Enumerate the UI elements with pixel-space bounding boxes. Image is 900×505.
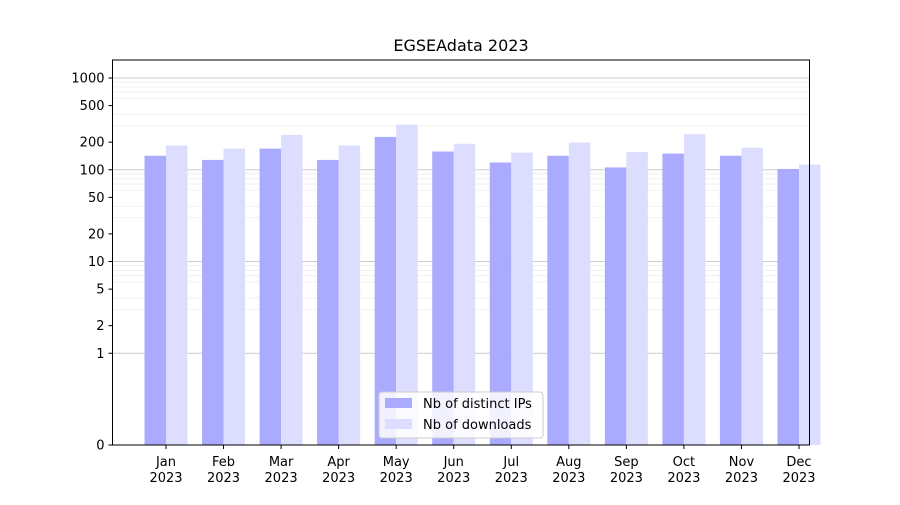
x-tick-month: May	[383, 455, 410, 470]
x-tick-label: Jan 2023	[149, 455, 182, 486]
y-tick-label: 2	[96, 319, 104, 334]
bar-distinct-ips	[547, 155, 569, 446]
x-tick-label: Nov 2023	[725, 455, 758, 486]
y-axis: 0 1 2 5 10 20 50 100 200 500 1000	[71, 72, 113, 454]
bar-distinct-ips	[144, 155, 166, 446]
x-tick-year: 2023	[610, 471, 643, 486]
y-tick-label: 500	[80, 99, 105, 114]
bar-downloads	[741, 147, 763, 445]
x-tick-month: Nov	[729, 455, 755, 470]
bar-downloads	[166, 145, 188, 446]
y-tick-label: 200	[80, 136, 105, 151]
bar-downloads	[626, 152, 648, 445]
x-tick-month: Aug	[556, 455, 581, 470]
x-tick-label: Feb 2023	[207, 455, 240, 486]
legend-swatch	[385, 398, 412, 408]
y-tick-label: 0	[96, 439, 104, 454]
plot-area-frame	[112, 59, 810, 446]
bar-downloads	[453, 143, 476, 445]
x-tick-month: Jun	[443, 455, 464, 470]
x-tick-year: 2023	[207, 471, 240, 486]
x-tick-label: Sep 2023	[610, 455, 643, 486]
legend-swatch	[385, 419, 412, 429]
x-tick-month: Apr	[327, 455, 350, 470]
bar-downloads	[568, 142, 591, 445]
y-tick-label: 20	[88, 227, 105, 242]
x-tick-month: Dec	[786, 455, 811, 470]
legend-box	[378, 391, 544, 439]
bar-downloads	[281, 134, 303, 446]
legend-label: Nb of downloads	[423, 418, 532, 433]
x-tick-year: 2023	[322, 471, 355, 486]
y-tick-label: 5	[96, 283, 104, 298]
bar-distinct-ips	[432, 151, 454, 446]
x-tick-month: Oct	[673, 455, 695, 470]
y-tick-label: 10	[88, 255, 105, 270]
y-tick-label: 100	[80, 163, 105, 178]
x-tick-year: 2023	[265, 471, 298, 486]
x-tick-year: 2023	[149, 471, 182, 486]
x-tick-year: 2023	[667, 471, 700, 486]
x-tick-year: 2023	[725, 471, 758, 486]
bar-downloads	[396, 124, 418, 445]
x-tick-label: May 2023	[380, 455, 413, 486]
bar-downloads	[338, 145, 361, 446]
x-tick-year: 2023	[437, 471, 470, 486]
bar-distinct-ips	[202, 159, 224, 445]
x-tick-label: Apr 2023	[322, 455, 355, 486]
x-tick-year: 2023	[782, 471, 815, 486]
bar-downloads	[223, 148, 246, 445]
y-tick-label: 1000	[71, 72, 104, 87]
bars	[144, 124, 821, 446]
x-tick-label: Mar 2023	[265, 455, 298, 486]
x-tick-year: 2023	[552, 471, 585, 486]
bar-downloads	[511, 152, 533, 445]
bar-distinct-ips	[489, 162, 512, 446]
x-tick-month: Mar	[269, 455, 294, 470]
y-tick-label: 1	[96, 347, 104, 362]
x-tick-label: Aug 2023	[552, 455, 585, 486]
legend-label: Nb of distinct IPs	[423, 397, 532, 412]
x-tick-label: Jul 2023	[495, 455, 528, 486]
x-tick-year: 2023	[495, 471, 528, 486]
x-tick-label: Oct 2023	[667, 455, 700, 486]
x-tick-month: Jan	[155, 455, 176, 470]
x-tick-label: Dec 2023	[782, 455, 815, 486]
x-tick-month: Jul	[502, 455, 519, 470]
y-tick-label: 50	[88, 191, 105, 206]
chart-title: EGSEAdata 2023	[393, 36, 528, 55]
bar-distinct-ips	[374, 136, 397, 445]
bar-distinct-ips	[317, 159, 339, 445]
legend: Nb of distinct IPs Nb of downloads	[378, 391, 544, 439]
x-tick-month: Feb	[212, 455, 235, 470]
bar-distinct-ips	[777, 168, 799, 445]
bar-distinct-ips	[259, 148, 282, 445]
x-tick-year: 2023	[380, 471, 413, 486]
bar-distinct-ips	[604, 167, 627, 445]
x-tick-label: Jun 2023	[437, 455, 470, 486]
bar-distinct-ips	[719, 155, 742, 446]
bar-downloads	[683, 134, 706, 446]
x-tick-month: Sep	[614, 455, 639, 470]
bar-distinct-ips	[662, 153, 684, 445]
